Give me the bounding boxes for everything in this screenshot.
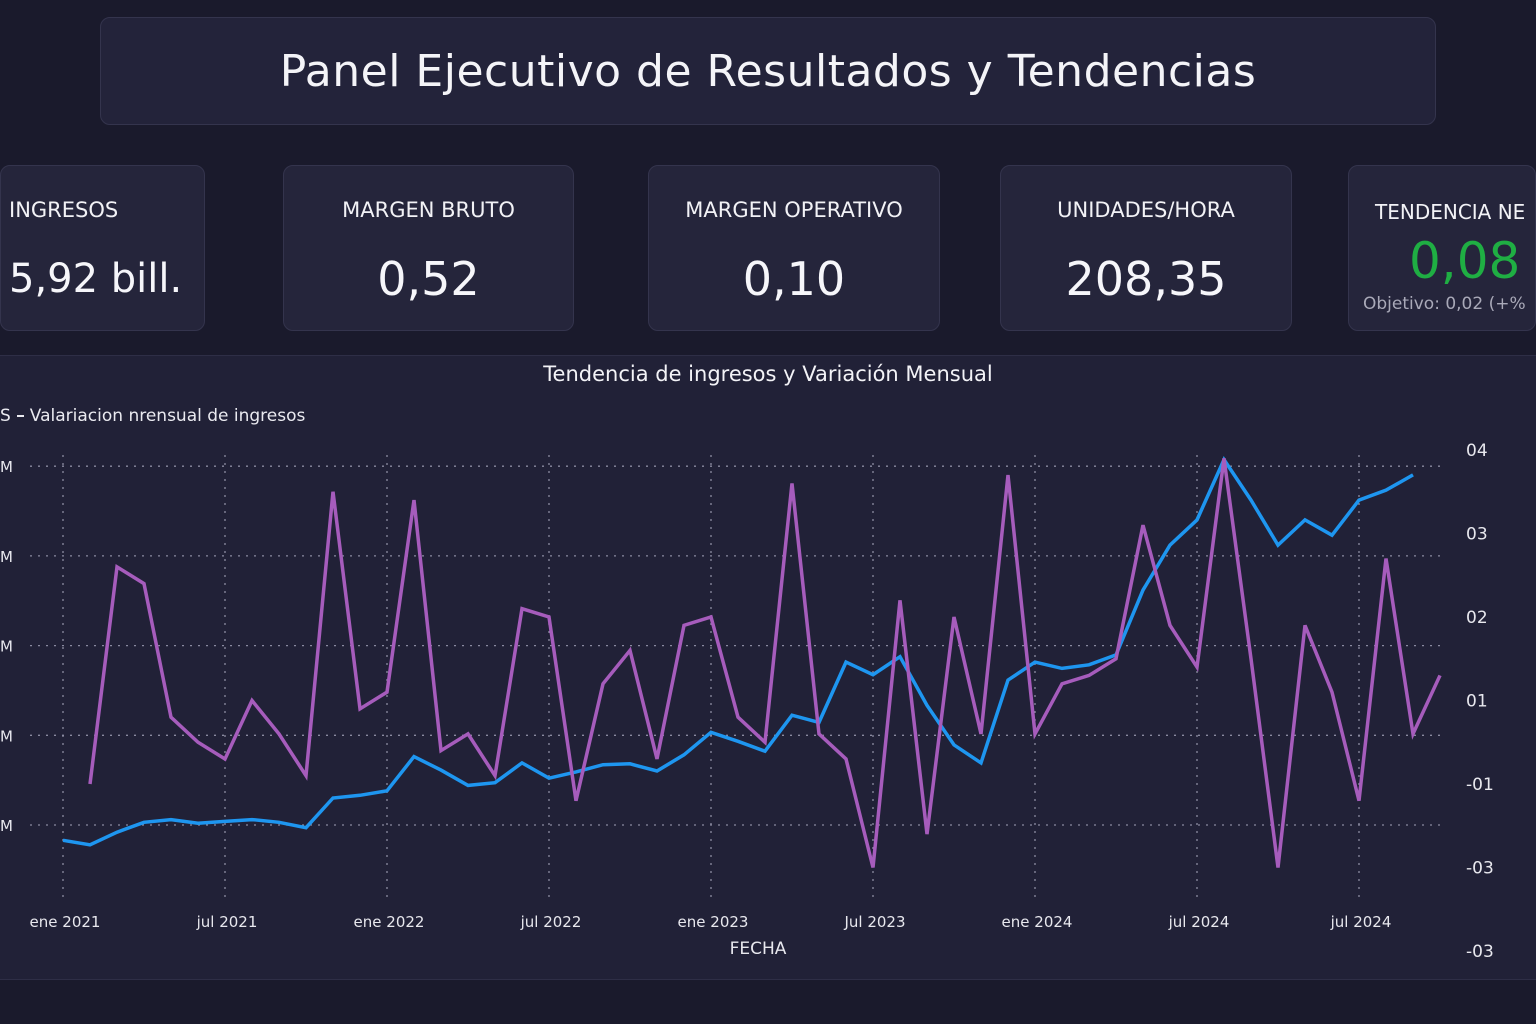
x-axis-tick-label: jul 2024 [1330,913,1392,931]
legend-series-label: Valariacion nrensual de ingresos [29,406,306,426]
right-axis-tick-label: -01 [1466,775,1494,795]
chart-legend[interactable]: S Valariacion nrensual de ingresos [0,406,305,426]
chart-title: Tendencia de ingresos y Variación Mensua… [543,362,993,386]
left-axis-tick-label: M [0,548,13,566]
kpi-label: MARGEN BRUTO [342,198,515,222]
dashboard-header: Panel Ejecutivo de Resultados y Tendenci… [100,17,1436,125]
kpi-label: UNIDADES/HORA [1057,198,1235,222]
x-axis-tick-label: ene 2022 [354,913,425,931]
x-axis-tick-label: jul 2022 [520,913,582,931]
right-axis-tick-label: 04 [1466,441,1488,461]
legend-marker-icon [16,415,24,417]
kpi-value: 208,35 [1065,252,1227,306]
kpi-label: MARGEN OPERATIVO [685,198,903,222]
left-axis-tick-label: M [0,727,13,745]
page-title: Panel Ejecutivo de Resultados y Tendenci… [279,45,1257,97]
right-axis-tick-label: -03 [1466,859,1494,879]
kpi-card-tendencia[interactable]: TENDENCIA NE 0,08 Objetivo: 0,02 (+% [1348,165,1536,331]
kpi-value: 0,10 [742,252,846,306]
x-axis-tick-label: jul 2024 [1168,913,1230,931]
right-axis-tick-label: 01 [1466,692,1488,712]
x-axis-tick-label: Jul 2023 [843,913,905,931]
kpi-value: 0,52 [377,252,480,306]
x-axis-tick-label: ene 2021 [30,913,101,931]
right-axis-tick-label: 02 [1466,608,1488,628]
x-axis-tick-label: ene 2023 [678,913,749,931]
kpi-value: 0,08 [1409,232,1521,290]
kpi-value: 5,92 bill. [9,256,183,302]
kpi-label: INGRESOS [9,198,119,222]
variation-series-line [88,458,1442,868]
left-axis-tick-label: M [0,638,13,656]
chart-panel [0,355,1536,980]
x-axis-title: FECHA [730,939,787,959]
x-axis-tick-label: jul 2021 [196,913,258,931]
kpi-card-margen-operativo[interactable]: MARGEN OPERATIVO 0,10 [648,165,940,331]
x-axis-tick-label: ene 2024 [1002,913,1073,931]
kpi-label: TENDENCIA NE [1375,200,1526,224]
revenue-series-line [62,455,1414,847]
legend-text: S [0,406,11,426]
right-axis-tick-label: -03 [1466,942,1494,962]
left-axis-tick-label: M [0,817,13,835]
left-axis-tick-label: M [0,458,13,476]
kpi-target: Objetivo: 0,02 (+% [1363,294,1526,314]
right-axis-tick-label: 03 [1466,525,1488,545]
kpi-card-margen-bruto[interactable]: MARGEN BRUTO 0,52 [283,165,574,331]
kpi-card-ingresos[interactable]: INGRESOS 5,92 bill. [0,165,205,331]
kpi-card-unidades-hora[interactable]: UNIDADES/HORA 208,35 [1000,165,1292,331]
